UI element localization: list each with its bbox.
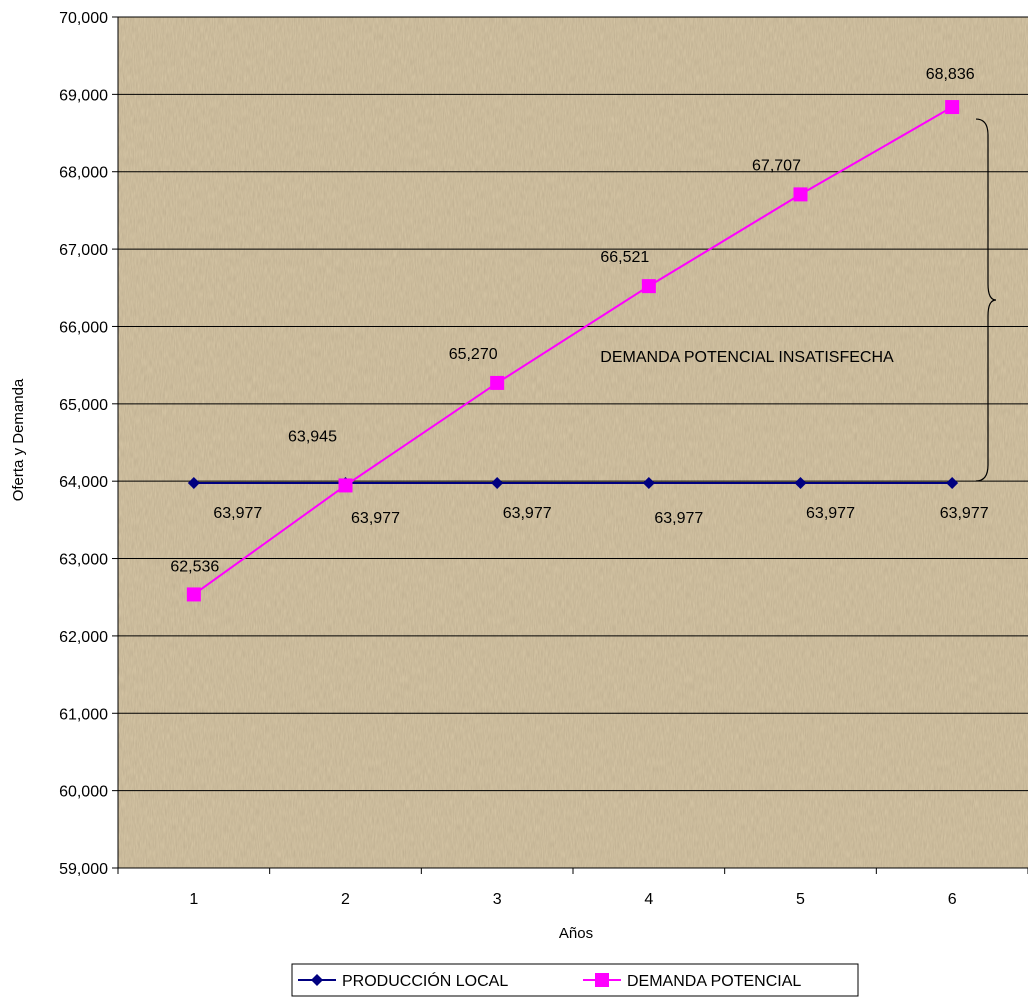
data-point [794, 476, 807, 489]
x-tick-label: 1 [189, 891, 198, 908]
data-label: 63,977 [654, 510, 703, 527]
data-label: 63,977 [940, 505, 989, 522]
x-axis-title: Años [559, 925, 593, 942]
data-point [793, 187, 808, 202]
annotation-group: DEMANDA POTENCIAL INSATISFECHA [600, 118, 997, 482]
data-point [490, 375, 505, 390]
data-point [491, 476, 504, 489]
data-label: 66,521 [600, 249, 649, 266]
data-label: 68,836 [926, 66, 975, 83]
x-tick-label: 6 [948, 891, 957, 908]
data-point [642, 476, 655, 489]
x-tick-label: 3 [493, 891, 502, 908]
y-tick-label: 59,000 [59, 861, 108, 878]
legend-box [291, 963, 859, 997]
x-tick-label: 5 [796, 891, 805, 908]
legend-marker [311, 974, 323, 986]
legend-label: DEMANDA POTENCIAL [627, 973, 801, 990]
plot-texture [118, 17, 1028, 868]
y-tick-label: 69,000 [59, 87, 108, 104]
y-tick-label: 64,000 [59, 474, 108, 491]
data-point [945, 100, 960, 115]
y-tick-label: 66,000 [59, 319, 108, 336]
y-axis-title: Oferta y Demanda [10, 378, 27, 501]
data-label: 63,977 [213, 505, 262, 522]
data-label: 62,536 [170, 558, 219, 575]
y-tick-label: 60,000 [59, 784, 108, 801]
data-point [946, 476, 959, 489]
data-label: 67,707 [752, 157, 801, 174]
y-tick-label: 62,000 [59, 629, 108, 646]
y-tick-label: 63,000 [59, 552, 108, 569]
data-label: 63,977 [806, 505, 855, 522]
data-point [641, 279, 656, 294]
data-labels: 63,977 63,977 63,977 63,977 63,977 63,977 62,5… [170, 66, 988, 575]
data-label: 65,270 [449, 346, 498, 363]
series-group [186, 100, 960, 602]
annotation-text: DEMANDA POTENCIAL INSATISFECHA [600, 349, 894, 366]
data-label: 63,945 [288, 428, 337, 445]
curly-brace [975, 118, 997, 482]
data-point [186, 587, 201, 602]
y-axis-ticks: 59,000 60,000 61,000 62,000 63,000 64,000 65,0… [59, 10, 118, 878]
x-tick-label: 4 [644, 891, 653, 908]
series-line-2 [193, 106, 953, 596]
data-point [338, 478, 353, 493]
y-tick-label: 70,000 [59, 10, 108, 27]
plot-area [118, 17, 1028, 868]
data-point [187, 476, 200, 489]
gridlines [118, 16, 1028, 792]
data-label: 63,977 [351, 510, 400, 527]
legend-marker [595, 973, 609, 987]
y-tick-label: 67,000 [59, 242, 108, 259]
y-tick-label: 65,000 [59, 397, 108, 414]
legend: PRODUCCIÓN LOCAL DEMANDA POTENCIAL [291, 963, 859, 997]
y-tick-label: 68,000 [59, 165, 108, 182]
data-label: 63,977 [503, 505, 552, 522]
y-tick-label: 61,000 [59, 706, 108, 723]
legend-label: PRODUCCIÓN LOCAL [342, 971, 508, 990]
x-tick-label: 2 [341, 891, 350, 908]
x-axis-ticks: 1 2 3 4 5 6 [117, 868, 1028, 908]
